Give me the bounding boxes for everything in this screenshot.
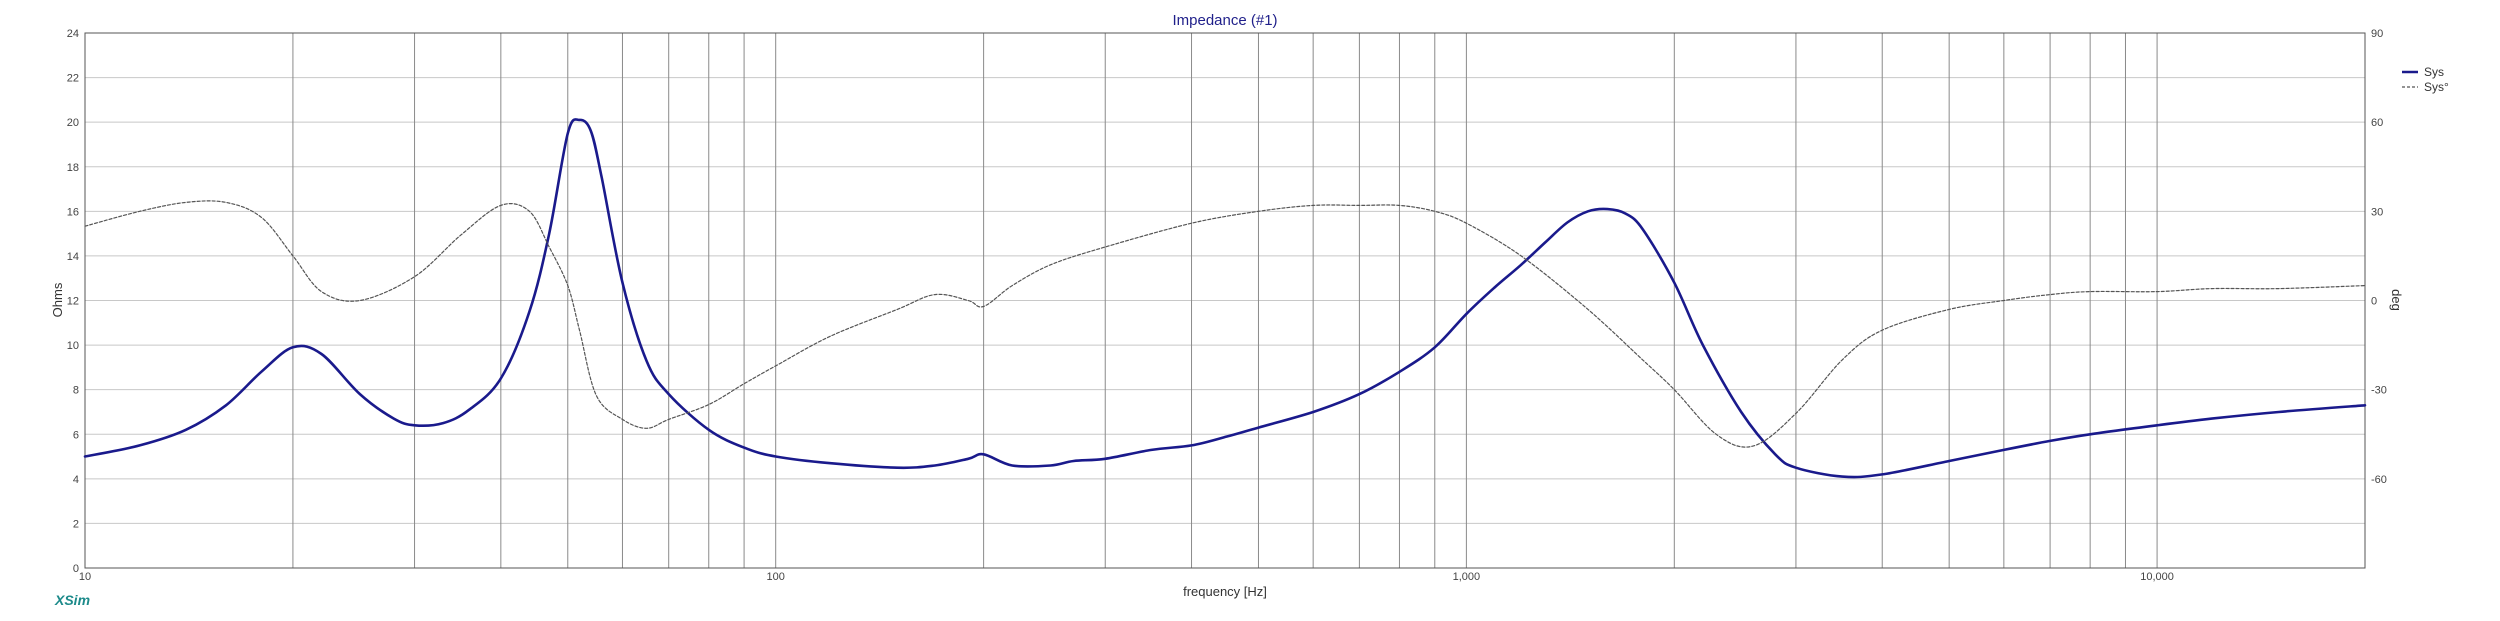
y-tick-label: 6: [73, 429, 79, 441]
y-tick-label: 22: [67, 73, 79, 85]
y2-axis-title: deg: [2389, 289, 2404, 311]
y2-tick-label: 90: [2371, 28, 2383, 40]
y2-tick-label: 0: [2371, 296, 2377, 308]
x-tick-label: 10: [79, 571, 91, 583]
series-sys-impedance-line: [83, 118, 2367, 479]
y2-tick-label: -60: [2371, 474, 2387, 486]
legend: Sys Sys°: [2402, 65, 2449, 94]
y-tick-label: 14: [67, 251, 79, 263]
y-tick-label: 18: [67, 162, 79, 174]
y-tick-label: 12: [67, 296, 79, 308]
x-tick-label: 100: [767, 571, 785, 583]
y-axis-title: Ohms: [50, 282, 65, 317]
y-tick-label: 8: [73, 385, 79, 397]
xsim-logo: XSim: [55, 592, 91, 608]
x-axis-title: frequency [Hz]: [1183, 584, 1267, 599]
y2-tick-label: -30: [2371, 385, 2387, 397]
y-tick-label: 10: [67, 340, 79, 352]
y-tick-label: 0: [73, 563, 79, 575]
x-tick-label: 1,000: [1453, 571, 1481, 583]
y-tick-label: 2: [73, 518, 79, 530]
chart-title: Impedance (#1): [1172, 12, 1277, 29]
plot-area-frame: [84, 32, 2366, 569]
legend-sys-label: Sys: [2424, 65, 2444, 79]
y-tick-label: 4: [73, 474, 79, 486]
y-tick-label: 20: [67, 117, 79, 129]
x-tick-label: 10,000: [2140, 571, 2174, 583]
y2-tick-label: 30: [2371, 206, 2383, 218]
y2-tick-label: 60: [2371, 117, 2383, 129]
series-sys-phase-line: [84, 200, 2366, 448]
series-lines: [83, 118, 2367, 479]
grid-lines: [84, 32, 2365, 569]
y-tick-label: 24: [67, 28, 79, 40]
y-tick-label: 16: [67, 206, 79, 218]
legend-sys-phase-label: Sys°: [2424, 80, 2449, 94]
